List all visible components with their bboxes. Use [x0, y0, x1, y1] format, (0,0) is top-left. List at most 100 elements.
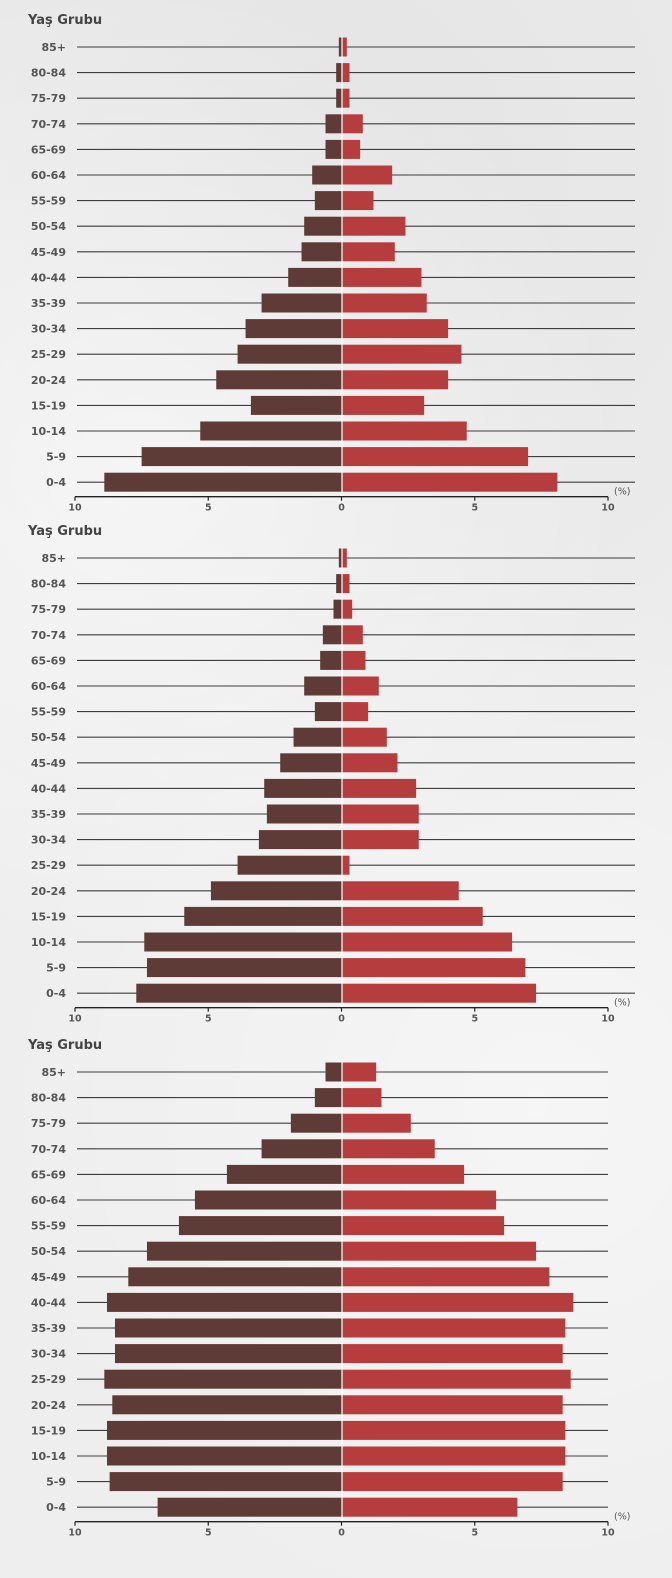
- bar-left-75-79: [336, 88, 342, 108]
- bar-right-85+: [342, 548, 347, 568]
- bar-right-15-19: [342, 1420, 566, 1440]
- age-group-label: 15-19: [31, 1424, 66, 1437]
- bar-left-25-29: [237, 855, 342, 875]
- bar-left-80-84: [314, 1088, 342, 1108]
- age-group-label: 30-34: [31, 834, 67, 847]
- age-group-label: 80-84: [31, 578, 67, 591]
- x-tick-label: 10: [68, 1528, 82, 1539]
- bar-left-85+: [338, 37, 342, 57]
- bar-right-60-64: [342, 676, 379, 696]
- bar-left-5-9: [109, 1472, 342, 1492]
- bar-left-50-54: [304, 216, 342, 236]
- bar-right-15-19: [342, 906, 483, 926]
- bar-left-35-39: [261, 293, 342, 313]
- age-group-label: 5-9: [46, 451, 66, 464]
- age-group-label: 20-24: [31, 374, 67, 387]
- bar-right-20-24: [342, 370, 449, 390]
- bar-right-10-14: [342, 421, 467, 441]
- x-tick-label: 10: [601, 503, 615, 514]
- population-pyramid-3: Yaş Grubu 0-4 5-9 10-14 15-19 20-24 25-29 30-34…: [27, 1038, 630, 1539]
- bar-right-75-79: [342, 599, 353, 619]
- bar-right-70-74: [342, 1139, 435, 1159]
- bar-left-0-4: [157, 1497, 342, 1517]
- bar-left-80-84: [336, 574, 342, 594]
- age-group-label: 45-49: [31, 246, 66, 259]
- x-unit-label: (%): [614, 487, 630, 498]
- age-group-label: 75-79: [31, 603, 66, 616]
- age-group-label: 80-84: [31, 1092, 67, 1105]
- age-group-label: 40-44: [31, 271, 67, 284]
- age-group-label: 50-54: [31, 1245, 67, 1258]
- bar-left-70-74: [322, 625, 342, 645]
- x-tick-label: 10: [68, 503, 82, 514]
- bar-left-40-44: [106, 1292, 342, 1312]
- bar-right-0-4: [342, 472, 558, 492]
- bar-left-65-69: [325, 139, 342, 159]
- x-unit-label: (%): [614, 1512, 630, 1523]
- bar-left-15-19: [250, 395, 342, 415]
- bar-right-50-54: [342, 216, 406, 236]
- bar-right-45-49: [342, 753, 398, 773]
- age-group-label: 30-34: [31, 323, 67, 336]
- bar-left-15-19: [184, 906, 342, 926]
- bar-right-65-69: [342, 650, 366, 670]
- bar-left-25-29: [237, 344, 342, 364]
- bar-right-65-69: [342, 1164, 465, 1184]
- age-group-label: 70-74: [31, 1143, 67, 1156]
- age-group-label: 70-74: [31, 629, 67, 642]
- age-group-label: 80-84: [31, 67, 67, 80]
- age-group-label: 60-64: [31, 169, 67, 182]
- age-group-label: 85+: [41, 552, 66, 565]
- bar-right-70-74: [342, 114, 363, 134]
- bar-left-60-64: [194, 1190, 342, 1210]
- age-group-label: 85+: [41, 41, 66, 54]
- age-group-label: 55-59: [31, 706, 66, 719]
- x-tick-label: 5: [205, 503, 212, 514]
- bar-right-55-59: [342, 191, 374, 211]
- bar-left-60-64: [304, 676, 342, 696]
- x-tick-label: 0: [338, 1528, 345, 1539]
- bar-right-75-79: [342, 1113, 411, 1133]
- bar-right-55-59: [342, 1216, 505, 1236]
- bar-left-85+: [338, 548, 342, 568]
- bar-right-45-49: [342, 1267, 550, 1287]
- x-tick-label: 10: [601, 1528, 615, 1539]
- bar-right-25-29: [342, 855, 350, 875]
- age-group-label: 10-14: [31, 1450, 67, 1463]
- bar-left-65-69: [226, 1164, 342, 1184]
- bar-right-40-44: [342, 267, 422, 287]
- bar-left-75-79: [290, 1113, 342, 1133]
- bar-left-65-69: [320, 650, 342, 670]
- bar-right-5-9: [342, 958, 526, 978]
- age-group-label: 30-34: [31, 1348, 67, 1361]
- bar-right-30-34: [342, 830, 419, 850]
- age-group-label: 10-14: [31, 936, 67, 949]
- x-tick-label: 0: [338, 1014, 345, 1025]
- age-group-label: 70-74: [31, 118, 67, 131]
- bar-left-0-4: [136, 983, 342, 1003]
- x-tick-label: 5: [471, 503, 478, 514]
- x-tick-label: 10: [68, 1014, 82, 1025]
- bar-right-80-84: [342, 63, 350, 83]
- bar-right-55-59: [342, 702, 369, 722]
- age-group-label: 0-4: [46, 476, 66, 489]
- age-group-label: 5-9: [46, 1476, 66, 1489]
- bar-left-75-79: [333, 599, 342, 619]
- bar-right-65-69: [342, 139, 361, 159]
- population-pyramid-2: Yaş Grubu 0-4 5-9 10-14 15-19 20-24 25-29 30-34…: [27, 524, 635, 1025]
- bar-right-50-54: [342, 727, 387, 747]
- bar-right-60-64: [342, 1190, 497, 1210]
- bar-right-20-24: [342, 881, 459, 901]
- age-group-label: 25-29: [31, 1373, 66, 1386]
- age-group-label: 40-44: [31, 782, 67, 795]
- bar-left-0-4: [104, 472, 342, 492]
- age-group-label: 45-49: [31, 1271, 66, 1284]
- y-axis-title: Yaş Grubu: [27, 13, 102, 28]
- bar-right-85+: [342, 1062, 377, 1082]
- bar-left-60-64: [312, 165, 342, 185]
- bar-right-80-84: [342, 574, 350, 594]
- bar-right-10-14: [342, 932, 513, 952]
- bar-left-15-19: [106, 1420, 342, 1440]
- bar-left-35-39: [114, 1318, 342, 1338]
